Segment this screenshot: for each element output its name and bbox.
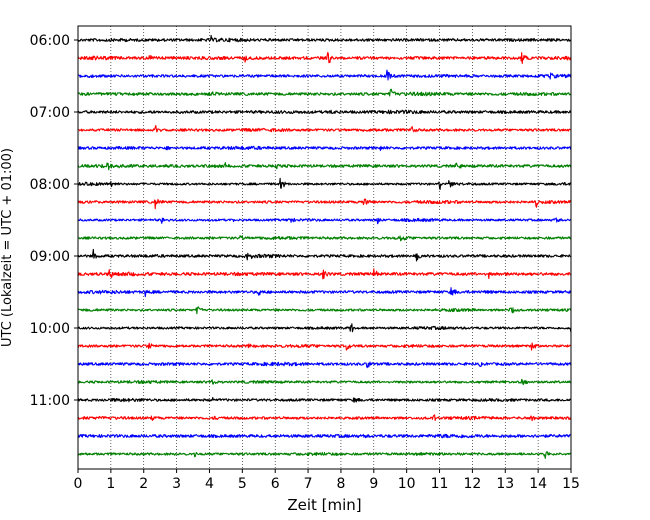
x-tick-label: 11 bbox=[431, 476, 449, 492]
x-tick-label: 6 bbox=[271, 476, 280, 492]
trace-row-1015 bbox=[77, 342, 572, 351]
trace-row-0745 bbox=[77, 162, 572, 171]
x-tick-label: 5 bbox=[238, 476, 247, 492]
trace-row-1145 bbox=[77, 451, 572, 459]
trace-row-0800 bbox=[77, 177, 572, 191]
y-tick-label: 07:00 bbox=[30, 105, 70, 121]
x-tick-label: 4 bbox=[205, 476, 214, 492]
x-tick-label: 0 bbox=[74, 476, 83, 492]
traces bbox=[77, 34, 572, 459]
trace-row-1030 bbox=[77, 361, 572, 369]
plot-frame bbox=[77, 25, 572, 470]
x-tick-label: 8 bbox=[336, 476, 345, 492]
trace-row-0730 bbox=[77, 145, 572, 151]
x-axis-label: Zeit [min] bbox=[287, 496, 361, 514]
y-tick-label: 10:00 bbox=[30, 321, 70, 337]
x-axis: 0 1 2 3 4 5 6 7 8 9 10 11 12 13 14 15 bbox=[74, 469, 580, 492]
trace-row-0915 bbox=[77, 268, 572, 280]
x-tick-label: 15 bbox=[562, 476, 580, 492]
trace-row-0900 bbox=[77, 248, 572, 262]
trace-row-0630 bbox=[77, 69, 572, 81]
trace-row-0815 bbox=[77, 198, 572, 210]
x-tick-label: 10 bbox=[398, 476, 416, 492]
trace-row-1130 bbox=[77, 433, 572, 439]
trace-row-0615 bbox=[77, 51, 572, 65]
x-tick-label: 2 bbox=[139, 476, 148, 492]
trace-row-0645 bbox=[77, 88, 572, 97]
y-tick-label: 11:00 bbox=[30, 393, 70, 409]
trace-row-1115 bbox=[77, 414, 572, 422]
trace-row-1045 bbox=[77, 378, 572, 386]
x-tick-label: 3 bbox=[172, 476, 181, 492]
trace-row-0830 bbox=[77, 217, 572, 225]
y-tick-label: 08:00 bbox=[30, 177, 70, 193]
trace-row-0715 bbox=[77, 125, 572, 133]
trace-row-0600 bbox=[77, 34, 572, 43]
grid bbox=[110, 26, 539, 469]
trace-row-1000 bbox=[77, 323, 572, 333]
trace-row-0945 bbox=[77, 306, 572, 315]
x-tick-label: 9 bbox=[369, 476, 378, 492]
y-axis: 06:00 07:00 08:00 09:00 10:00 11:00 bbox=[30, 33, 78, 409]
trace-row-0845 bbox=[77, 235, 572, 242]
x-tick-label: 13 bbox=[496, 476, 514, 492]
trace-row-1100 bbox=[77, 396, 572, 403]
y-axis-label: UTC (Lokalzeit = UTC + 01:00) bbox=[0, 148, 15, 347]
x-tick-label: 14 bbox=[529, 476, 547, 492]
x-tick-label: 7 bbox=[304, 476, 313, 492]
y-tick-label: 06:00 bbox=[30, 33, 70, 49]
x-tick-label: 1 bbox=[106, 476, 115, 492]
trace-row-0700 bbox=[77, 109, 572, 115]
y-tick-label: 09:00 bbox=[30, 249, 70, 265]
x-tick-label: 12 bbox=[463, 476, 481, 492]
trace-row-0930 bbox=[77, 287, 572, 298]
